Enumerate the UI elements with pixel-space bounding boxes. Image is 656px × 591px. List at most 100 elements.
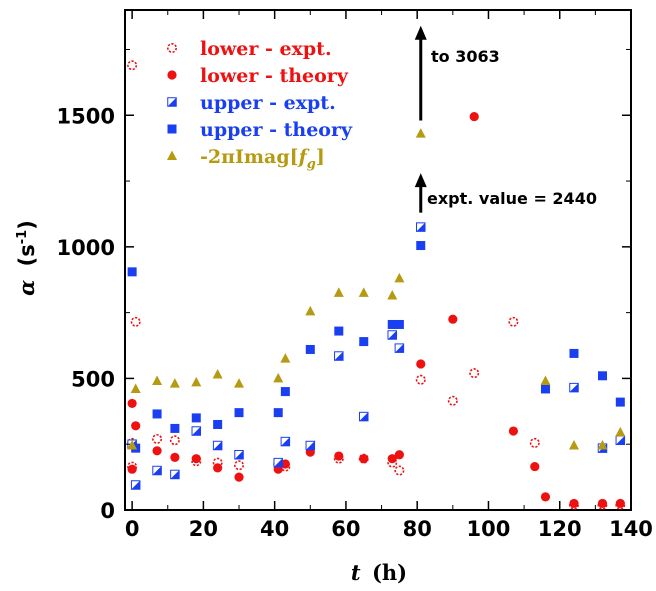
data-point-circle-open-dashed <box>394 465 405 476</box>
data-point-square-filled <box>127 267 137 277</box>
data-point-square-filled <box>416 241 426 251</box>
y-axis-label: α (s-1) <box>14 220 39 296</box>
x-axis-label: t (h) <box>351 560 407 585</box>
data-point-circle-open-dashed <box>469 368 480 379</box>
data-point-circle-filled <box>131 421 141 431</box>
x-tick-label: 20 <box>189 517 218 541</box>
data-point-circle-filled <box>234 472 244 482</box>
data-point-square-filled <box>273 408 283 418</box>
data-point-triangle-filled <box>280 353 291 363</box>
data-point-triangle-filled <box>305 305 316 316</box>
x-tick-label: 120 <box>538 517 582 541</box>
y-tick-label: 1000 <box>57 236 115 260</box>
data-point-triangle-filled <box>169 378 180 388</box>
legend-marker <box>167 42 178 53</box>
data-point-circle-filled <box>359 454 369 464</box>
data-point-square-filled <box>597 371 607 381</box>
data-point-square-filled <box>540 384 550 394</box>
data-point-triangle-filled <box>540 375 551 386</box>
data-point-triangle-filled <box>273 372 284 383</box>
legend-marker <box>167 124 177 134</box>
data-point-circle-filled <box>615 498 625 509</box>
annotation-arrow-head <box>414 173 427 188</box>
data-point-circle-filled <box>334 451 344 461</box>
data-point-square-half <box>130 480 141 490</box>
data-point-triangle-filled <box>234 378 245 388</box>
data-point-square-half <box>191 426 202 436</box>
data-point-circle-filled <box>469 111 479 122</box>
annotation-arrow-head <box>414 25 427 40</box>
data-point-square-filled <box>394 319 404 329</box>
data-point-circle-filled <box>127 464 137 474</box>
data-point-square-half <box>387 330 398 340</box>
data-point-circle-filled <box>280 459 290 469</box>
data-point-circle-open-dashed <box>127 60 138 71</box>
legend-label-lower-theory: lower - theory <box>200 65 349 87</box>
data-point-circle-open-dashed <box>447 395 458 406</box>
data-point-circle-filled <box>152 446 162 456</box>
data-point-square-filled <box>152 409 162 419</box>
data-point-circle-filled <box>540 492 551 502</box>
x-tick-label: 0 <box>125 517 140 541</box>
data-point-circle-open-dashed <box>169 435 180 446</box>
data-point-circle-filled <box>530 461 540 472</box>
data-point-triangle-filled <box>568 440 579 450</box>
y-tick-label: 500 <box>71 367 115 391</box>
data-point-circle-open-dashed <box>508 316 519 327</box>
data-point-circle-open-dashed <box>415 374 426 385</box>
data-point-triangle-filled <box>387 290 398 300</box>
legend-marker-upper-expt <box>167 97 177 107</box>
data-point-circle-filled <box>127 398 137 409</box>
data-point-square-half <box>170 469 180 480</box>
data-point-square-half <box>569 382 579 393</box>
data-point-square-filled <box>305 344 315 354</box>
legend-marker <box>167 70 177 80</box>
data-point-circle-filled <box>448 314 458 324</box>
data-point-circle-filled <box>569 498 579 509</box>
data-point-circle-filled <box>394 450 404 460</box>
x-tick-label: 100 <box>467 517 511 541</box>
data-point-square-filled <box>213 419 223 429</box>
legend-label-upper-expt: upper - expt. <box>200 92 336 114</box>
data-point-circle-filled <box>170 452 180 462</box>
data-point-square-filled <box>387 319 397 329</box>
data-point-circle-open-dashed <box>130 316 141 327</box>
data-point-square-half <box>212 440 223 451</box>
legend-marker-upper-theory <box>167 124 177 134</box>
data-point-triangle-filled <box>130 383 141 393</box>
annotation-to-3063: to 3063 <box>431 47 500 66</box>
y-tick-label: 0 <box>100 499 115 523</box>
data-point-triangle-filled <box>597 440 608 450</box>
x-tick-label: 60 <box>331 517 360 541</box>
data-point-circle-open-dashed <box>234 460 245 471</box>
data-point-square-half <box>615 435 626 446</box>
legend-label-upper-theory: upper - theory <box>200 119 353 141</box>
legend-marker <box>167 97 177 107</box>
legend-marker-lower-theory <box>167 70 177 80</box>
legend-marker-imag-fg <box>167 150 177 160</box>
data-point-triangle-filled <box>152 375 163 386</box>
plot-border <box>124 9 632 511</box>
data-point-triangle-filled <box>415 128 426 138</box>
legend-marker-lower-expt <box>167 42 178 53</box>
data-point-square-filled <box>334 326 344 336</box>
axis-ticks: 0 20 40 60 80 100 120 140 0 500 1000 1500 <box>57 10 653 541</box>
x-tick-label: 140 <box>609 517 653 541</box>
data-point-triangle-filled <box>191 376 202 387</box>
data-point-triangle-filled <box>394 272 405 283</box>
data-point-square-filled <box>569 348 579 358</box>
data-point-square-filled <box>170 423 180 433</box>
data-point-square-filled <box>359 337 369 347</box>
plot-frame <box>124 9 632 511</box>
data-point-square-filled <box>615 397 625 407</box>
data-point-square-half <box>416 222 426 232</box>
data-point-circle-open-dashed <box>152 433 163 444</box>
legend-label-imag-fg: -2πImag[fg] <box>200 146 325 172</box>
data-markers <box>127 60 626 510</box>
data-point-triangle-filled <box>212 368 223 379</box>
x-tick-label: 80 <box>403 517 432 541</box>
data-point-triangle-filled <box>358 287 369 297</box>
x-tick-label: 40 <box>260 517 289 541</box>
data-point-square-filled <box>280 387 290 397</box>
